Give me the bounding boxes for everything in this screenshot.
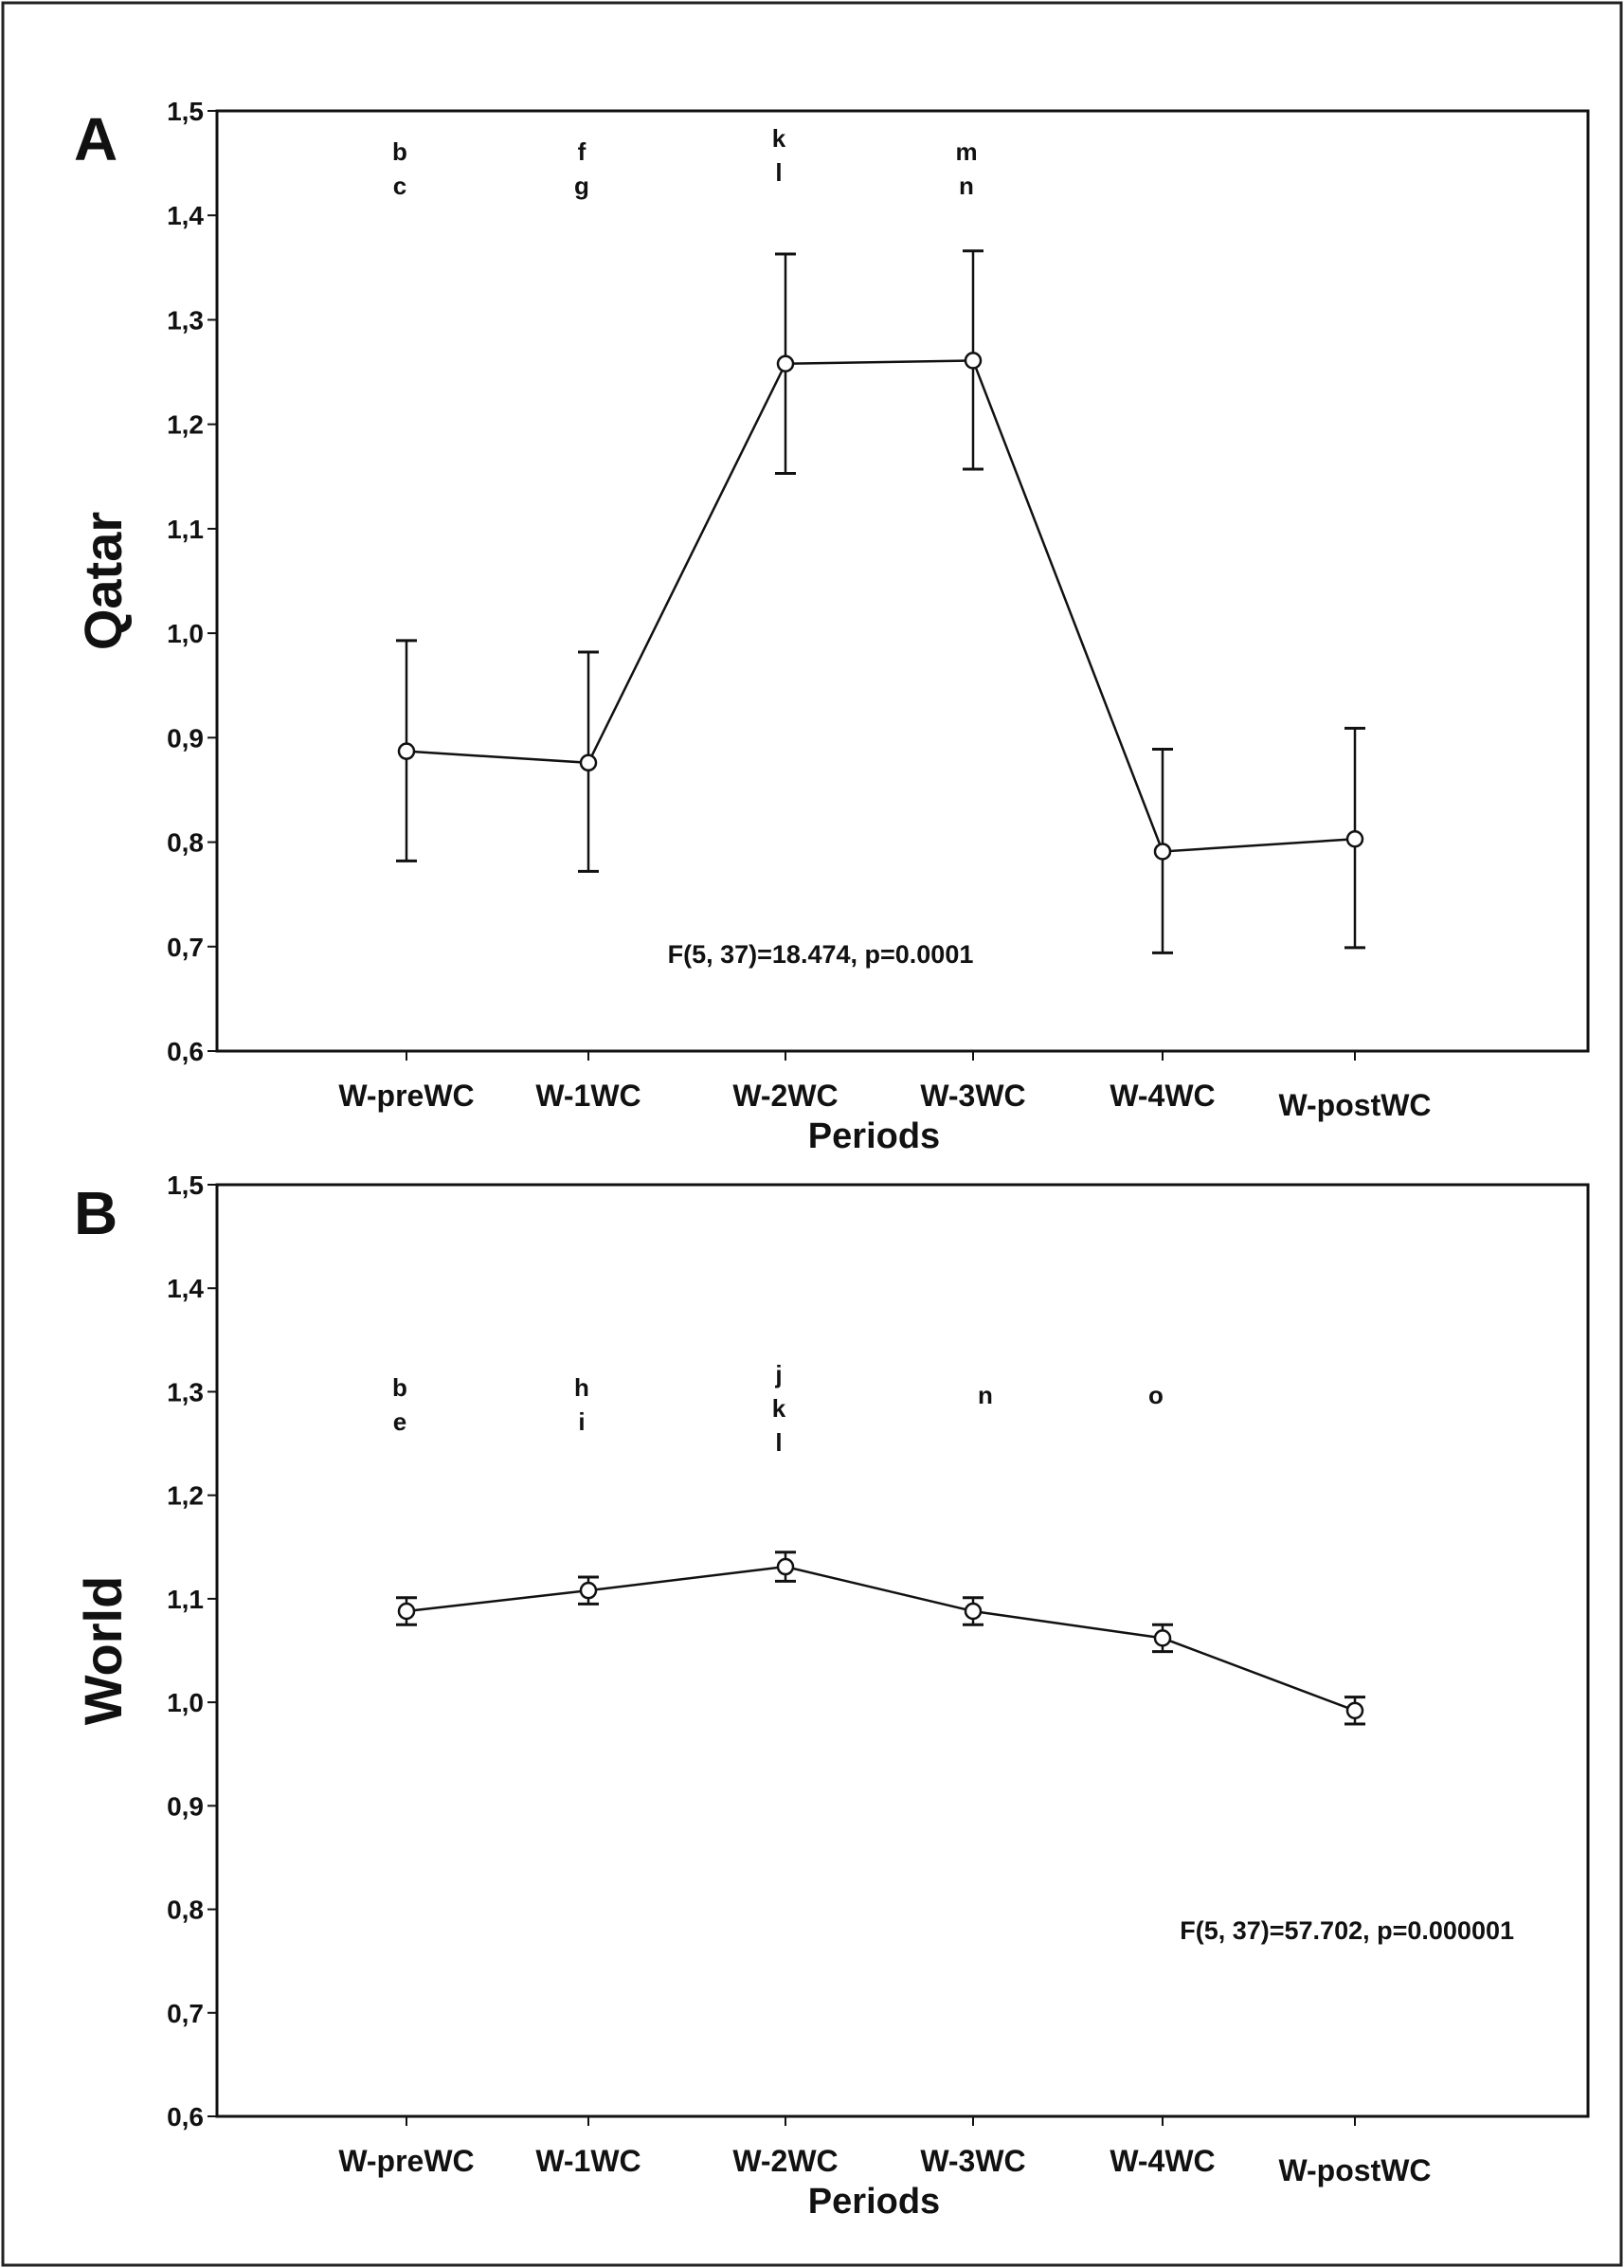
data-point: [964, 1602, 983, 1621]
stats-annotation: F(5, 37)=18.474, p=0.0001: [668, 940, 974, 969]
panel-b: B 0,6 0,7 0,8 0,9 1,0 1,1 1,2 1,3 1,4 1,5 W-preWC W-…: [73, 1170, 1590, 2222]
significance-letter: k: [772, 124, 786, 153]
data-point: [776, 354, 795, 372]
data-point: [964, 352, 983, 370]
stats-annotation: F(5, 37)=57.702, p=0.000001: [1180, 1916, 1514, 1945]
x-axis-label: Periods: [808, 2182, 940, 2222]
y-tick-label: 0,6: [167, 1037, 204, 1066]
y-tick-label: 1,0: [167, 1688, 204, 1717]
significance-letter: f: [578, 137, 586, 166]
significance-letter: o: [1148, 1381, 1164, 1409]
x-tick-label: W-2WC: [732, 1079, 838, 1113]
significance-letter: n: [978, 1381, 993, 1409]
y-tick-label: 0,9: [167, 1791, 204, 1821]
y-tick-label: 1,3: [167, 305, 204, 335]
panel-a: A 0,6 0,7 0,8 0,9 1,0 1,1 1,2 1,3 1,4 1,5 W-preWC W-…: [73, 97, 1590, 1156]
x-tick-label: W-3WC: [920, 2144, 1025, 2178]
significance-letter: l: [775, 158, 782, 187]
plot-frame: [215, 1183, 1590, 2118]
y-tick-label: 1,4: [167, 201, 204, 230]
significance-letter: l: [775, 1428, 782, 1457]
x-tick-label: W-3WC: [920, 1079, 1025, 1113]
y-tick-label: 1,2: [167, 410, 204, 440]
y-tick-label: 1,1: [167, 1585, 204, 1614]
series-line: [406, 359, 1356, 853]
y-tick-label: 0,8: [167, 1896, 204, 1925]
significance-letter: e: [393, 1407, 406, 1436]
significance-letter: m: [955, 137, 977, 166]
x-tick-label: W-4WC: [1110, 2144, 1215, 2178]
panel-label: A: [74, 105, 117, 173]
plot-frame: [215, 109, 1590, 1053]
x-tick-label: W-1WC: [535, 1079, 641, 1113]
x-tick-label: W-preWC: [338, 1079, 474, 1113]
y-tick-label: 1,4: [167, 1274, 204, 1303]
data-point: [397, 1602, 416, 1621]
significance-letter: c: [393, 172, 406, 200]
significance-letter: b: [392, 137, 407, 166]
data-point: [579, 1581, 598, 1600]
significance-letter: h: [574, 1373, 589, 1402]
data-point: [1153, 843, 1172, 861]
y-tick-label: 1,3: [167, 1377, 204, 1406]
y-tick-label: 1,0: [167, 619, 204, 648]
y-tick-label: 1,2: [167, 1481, 204, 1511]
significance-letter: n: [959, 172, 974, 200]
y-tick-label: 1,5: [167, 1170, 204, 1200]
significance-letter: i: [578, 1407, 585, 1436]
y-tick-label: 0,9: [167, 723, 204, 753]
data-point: [579, 753, 598, 772]
significance-letter: g: [574, 172, 589, 200]
data-point: [776, 1557, 795, 1576]
x-tick-label: W-postWC: [1278, 2153, 1431, 2187]
x-tick-label: W-postWC: [1278, 1088, 1431, 1122]
y-tick-label: 0,8: [167, 828, 204, 858]
y-tick-label: 0,6: [167, 2102, 204, 2132]
data-point: [1345, 829, 1364, 848]
significance-letter: b: [392, 1373, 407, 1402]
x-tick-label: W-1WC: [535, 2144, 641, 2178]
x-tick-label: W-preWC: [338, 2144, 474, 2178]
panel-label: B: [74, 1179, 117, 1247]
data-point: [397, 742, 416, 760]
y-tick-label: 0,7: [167, 933, 204, 962]
x-tick-label: W-2WC: [732, 2144, 838, 2178]
series-line: [406, 1565, 1356, 1713]
data-point: [1345, 1701, 1364, 1720]
x-axis-label: Periods: [808, 1116, 940, 1156]
significance-letter: k: [772, 1394, 786, 1423]
y-tick-label: 1,1: [167, 515, 204, 544]
data-point: [1153, 1629, 1172, 1647]
y-tick-label: 0,7: [167, 1999, 204, 2028]
x-tick-label: W-4WC: [1110, 1079, 1215, 1113]
y-axis-label: World: [73, 1576, 133, 1726]
y-axis-label: Qatar: [73, 512, 133, 650]
significance-letter: j: [774, 1360, 782, 1388]
y-tick-label: 1,5: [167, 97, 204, 126]
